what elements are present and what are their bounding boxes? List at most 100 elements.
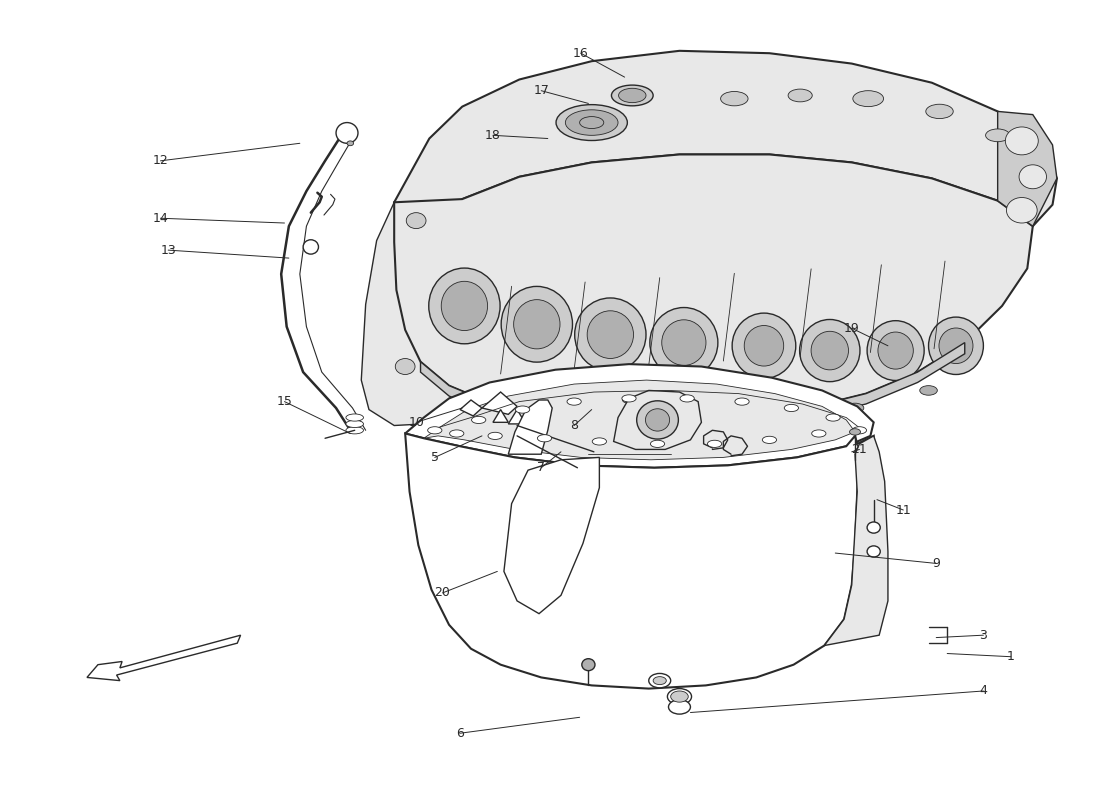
Ellipse shape xyxy=(1019,165,1046,189)
Ellipse shape xyxy=(735,398,749,405)
Ellipse shape xyxy=(538,434,551,442)
Ellipse shape xyxy=(669,700,691,714)
Ellipse shape xyxy=(986,129,1010,142)
Ellipse shape xyxy=(707,440,722,447)
Polygon shape xyxy=(460,400,482,416)
Polygon shape xyxy=(998,111,1057,226)
Ellipse shape xyxy=(612,85,653,106)
Text: 19: 19 xyxy=(844,322,859,334)
Polygon shape xyxy=(614,390,702,450)
Ellipse shape xyxy=(623,430,636,437)
Text: 15: 15 xyxy=(276,395,293,408)
Ellipse shape xyxy=(566,398,581,405)
Polygon shape xyxy=(424,380,855,460)
Ellipse shape xyxy=(488,432,503,439)
Polygon shape xyxy=(482,392,517,414)
Ellipse shape xyxy=(800,319,860,382)
Ellipse shape xyxy=(1005,127,1038,155)
Ellipse shape xyxy=(623,397,636,403)
Ellipse shape xyxy=(556,105,627,141)
Ellipse shape xyxy=(878,332,913,369)
Text: 12: 12 xyxy=(153,154,168,167)
Ellipse shape xyxy=(745,326,783,366)
Ellipse shape xyxy=(565,110,618,135)
Ellipse shape xyxy=(582,658,595,670)
Ellipse shape xyxy=(650,440,664,447)
Ellipse shape xyxy=(788,89,812,102)
Ellipse shape xyxy=(345,426,363,434)
Ellipse shape xyxy=(304,240,319,254)
Ellipse shape xyxy=(720,91,748,106)
Ellipse shape xyxy=(939,328,974,363)
Ellipse shape xyxy=(345,414,363,421)
Ellipse shape xyxy=(618,88,646,102)
Polygon shape xyxy=(493,410,508,422)
Ellipse shape xyxy=(587,310,634,358)
Ellipse shape xyxy=(592,438,606,445)
Ellipse shape xyxy=(867,321,924,381)
Ellipse shape xyxy=(852,90,883,106)
Ellipse shape xyxy=(680,395,694,402)
Ellipse shape xyxy=(920,386,937,395)
Text: 18: 18 xyxy=(485,129,501,142)
Ellipse shape xyxy=(428,426,442,434)
Ellipse shape xyxy=(453,403,471,413)
Ellipse shape xyxy=(826,414,840,421)
Ellipse shape xyxy=(406,213,426,229)
Ellipse shape xyxy=(429,268,500,344)
Ellipse shape xyxy=(812,430,826,437)
Ellipse shape xyxy=(849,429,860,435)
Polygon shape xyxy=(405,364,873,468)
Ellipse shape xyxy=(530,418,548,427)
Ellipse shape xyxy=(450,430,464,437)
Ellipse shape xyxy=(514,300,560,349)
Text: 11: 11 xyxy=(895,503,911,517)
Text: 8: 8 xyxy=(570,419,579,432)
Ellipse shape xyxy=(1006,198,1037,223)
Text: 3: 3 xyxy=(979,629,988,642)
Text: 6: 6 xyxy=(456,726,464,740)
Text: 14: 14 xyxy=(153,212,168,225)
Text: 10: 10 xyxy=(408,416,425,429)
Text: 1: 1 xyxy=(1006,650,1015,663)
Ellipse shape xyxy=(690,426,707,435)
Text: 20: 20 xyxy=(434,586,450,599)
Ellipse shape xyxy=(336,122,358,143)
Ellipse shape xyxy=(852,426,867,434)
Ellipse shape xyxy=(662,320,706,366)
Text: 16: 16 xyxy=(573,46,588,60)
Ellipse shape xyxy=(811,331,848,370)
Ellipse shape xyxy=(650,307,718,378)
Ellipse shape xyxy=(653,677,667,685)
Ellipse shape xyxy=(733,313,795,378)
Ellipse shape xyxy=(784,404,799,411)
Text: 5: 5 xyxy=(431,451,439,464)
Polygon shape xyxy=(508,410,526,424)
Text: 17: 17 xyxy=(534,84,549,97)
Ellipse shape xyxy=(769,418,786,427)
Polygon shape xyxy=(508,400,552,454)
Polygon shape xyxy=(87,635,241,681)
Text: 4: 4 xyxy=(979,685,988,698)
Ellipse shape xyxy=(867,546,880,557)
Ellipse shape xyxy=(642,397,656,403)
Ellipse shape xyxy=(928,317,983,374)
Polygon shape xyxy=(405,434,873,689)
Ellipse shape xyxy=(574,298,646,371)
Ellipse shape xyxy=(846,403,864,413)
Polygon shape xyxy=(420,342,965,434)
Ellipse shape xyxy=(649,674,671,688)
Ellipse shape xyxy=(346,141,353,146)
Text: 7: 7 xyxy=(537,462,546,474)
Ellipse shape xyxy=(516,406,530,413)
Ellipse shape xyxy=(345,420,363,427)
Ellipse shape xyxy=(580,117,604,129)
Ellipse shape xyxy=(621,395,636,402)
Ellipse shape xyxy=(472,416,486,423)
Ellipse shape xyxy=(637,401,679,439)
Text: 13: 13 xyxy=(161,244,176,257)
Polygon shape xyxy=(824,436,888,646)
Ellipse shape xyxy=(646,409,670,431)
Ellipse shape xyxy=(395,358,415,374)
Ellipse shape xyxy=(671,691,689,702)
